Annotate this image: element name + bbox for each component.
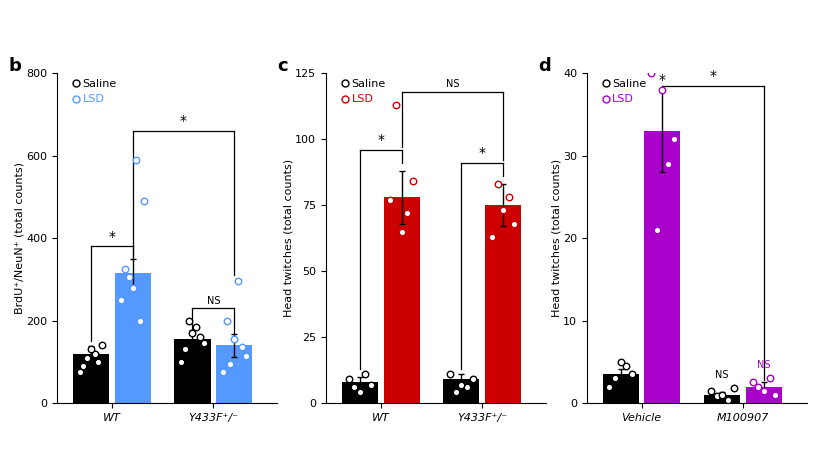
Point <box>348 383 361 391</box>
Point <box>197 340 210 347</box>
Legend: Saline, LSD: Saline, LSD <box>342 79 385 104</box>
Point <box>390 101 403 109</box>
Point <box>656 86 669 93</box>
Point <box>88 350 101 357</box>
Point <box>650 226 663 234</box>
Bar <box>174 339 210 403</box>
Point <box>466 376 479 383</box>
Y-axis label: Head twitches (total counts): Head twitches (total counts) <box>284 159 293 317</box>
Point <box>751 383 764 390</box>
Point <box>174 358 187 365</box>
Point <box>486 233 499 240</box>
Point <box>190 323 203 331</box>
Point <box>747 379 760 386</box>
Point <box>239 352 252 359</box>
Point <box>496 207 509 214</box>
Point <box>73 368 86 376</box>
Point <box>710 393 723 400</box>
Point <box>186 329 199 337</box>
Point <box>227 335 240 343</box>
Point <box>395 228 408 235</box>
Point <box>122 273 135 281</box>
Bar <box>384 197 420 403</box>
Text: *: * <box>659 73 666 87</box>
Point <box>401 209 414 217</box>
Text: *: * <box>377 133 384 147</box>
Text: NS: NS <box>206 296 220 306</box>
Point <box>625 371 638 378</box>
Bar <box>115 273 151 403</box>
Point <box>667 136 681 143</box>
Point <box>178 346 192 353</box>
Point <box>645 70 658 77</box>
Point <box>81 354 94 361</box>
Point <box>115 296 128 304</box>
Y-axis label: Head twitches (total counts): Head twitches (total counts) <box>552 159 562 317</box>
Text: *: * <box>180 114 187 128</box>
Point <box>491 180 504 188</box>
Point <box>449 389 462 396</box>
Point <box>364 381 377 388</box>
Point <box>354 389 367 396</box>
Point <box>183 317 196 324</box>
Point <box>138 197 151 205</box>
Point <box>443 371 456 378</box>
Point <box>236 344 249 351</box>
Text: c: c <box>278 57 289 75</box>
Point <box>407 178 420 185</box>
Point <box>508 220 521 227</box>
Point <box>704 387 717 394</box>
Point <box>727 385 740 392</box>
Point <box>763 375 776 382</box>
Point <box>757 387 770 394</box>
Point <box>77 362 90 370</box>
Text: NS: NS <box>757 360 771 370</box>
Point <box>716 391 729 398</box>
Point <box>130 156 143 164</box>
Point <box>193 333 206 341</box>
Text: NS: NS <box>446 79 459 89</box>
Point <box>342 376 355 383</box>
Text: b: b <box>9 57 21 75</box>
Bar <box>602 374 639 403</box>
Bar <box>443 379 479 403</box>
Point <box>615 358 628 365</box>
Text: *: * <box>108 230 115 245</box>
Bar <box>645 131 681 403</box>
Text: *: * <box>478 147 486 160</box>
Point <box>231 278 244 285</box>
Point <box>119 266 132 273</box>
Point <box>460 383 474 391</box>
Bar <box>485 205 522 403</box>
Y-axis label: BrdU⁺/NeuN⁺ (total counts): BrdU⁺/NeuN⁺ (total counts) <box>15 162 24 314</box>
Point <box>619 362 632 370</box>
Bar <box>73 354 109 403</box>
Point <box>126 284 139 291</box>
Point <box>662 160 675 168</box>
Bar <box>704 395 740 403</box>
Point <box>92 358 105 365</box>
Point <box>455 381 468 388</box>
Point <box>603 383 616 390</box>
Legend: Saline, LSD: Saline, LSD <box>603 79 646 104</box>
Bar <box>341 382 378 403</box>
Point <box>359 371 372 378</box>
Bar <box>746 387 782 403</box>
Text: NS: NS <box>716 370 729 380</box>
Point <box>224 360 237 367</box>
Point <box>769 391 782 398</box>
Point <box>609 375 622 382</box>
Point <box>217 368 230 376</box>
Point <box>502 194 515 201</box>
Legend: Saline, LSD: Saline, LSD <box>73 79 117 104</box>
Point <box>721 396 734 403</box>
Point <box>220 317 233 324</box>
Text: *: * <box>710 69 716 83</box>
Text: d: d <box>539 57 551 75</box>
Point <box>85 346 98 353</box>
Point <box>134 317 147 324</box>
Point <box>95 342 108 349</box>
Bar <box>216 345 253 403</box>
Point <box>384 196 397 203</box>
